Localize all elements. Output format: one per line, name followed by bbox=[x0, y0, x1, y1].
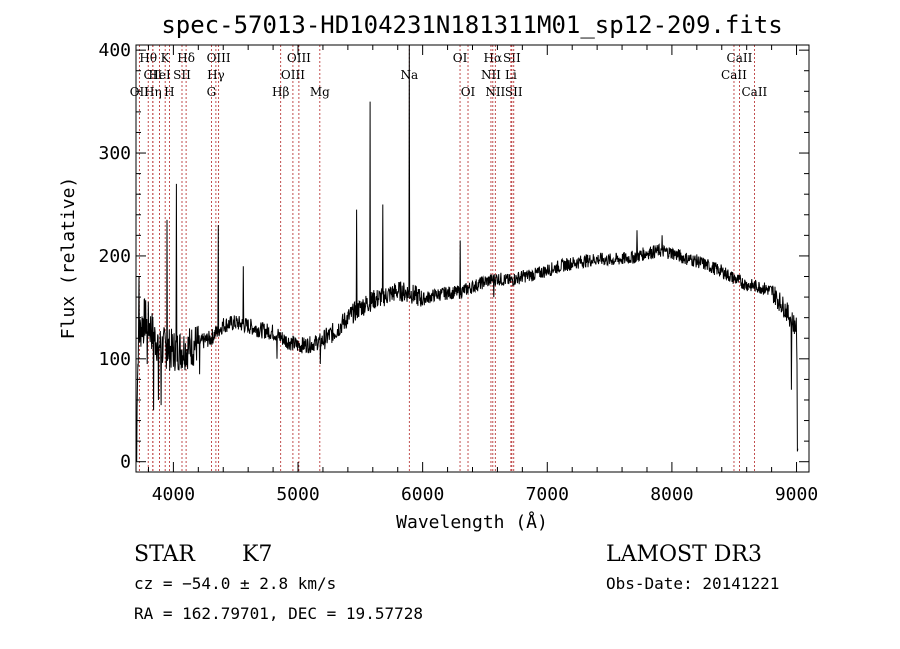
y-tick-label: 300 bbox=[98, 143, 131, 164]
spectrum-plot bbox=[135, 44, 799, 462]
line-marker-label: HeI bbox=[148, 68, 171, 82]
line-marker-label: SII bbox=[505, 85, 523, 99]
y-tick-label: 400 bbox=[98, 40, 131, 61]
x-tick-label: 4000 bbox=[152, 484, 195, 505]
y-axis: 0 100 200 300 400 bbox=[98, 40, 809, 473]
y-tick-label: 0 bbox=[120, 452, 131, 473]
line-marker-label: G bbox=[207, 85, 217, 99]
x-tick-label: 6000 bbox=[401, 484, 444, 505]
x-tick-label: 8000 bbox=[650, 484, 693, 505]
y-tick-label: 100 bbox=[98, 349, 131, 370]
line-marker-label: OIII bbox=[207, 51, 231, 65]
line-marker-label: OIII bbox=[281, 68, 305, 82]
line-marker-label: Hβ bbox=[272, 85, 289, 99]
line-marker-label: Li bbox=[505, 68, 517, 82]
x-tick-label: 5000 bbox=[276, 484, 319, 505]
line-marker-label: Mg bbox=[310, 85, 330, 99]
line-marker-label: CaII bbox=[727, 51, 753, 65]
line-marker-label: CaII bbox=[721, 68, 747, 82]
line-marker-label: Hθ bbox=[139, 51, 157, 65]
line-marker-label: Hα bbox=[484, 51, 503, 65]
line-marker-label: NII bbox=[485, 85, 505, 99]
x-tick-label: 7000 bbox=[526, 484, 569, 505]
y-tick-label: 200 bbox=[98, 246, 131, 267]
line-marker-label: SII bbox=[503, 51, 521, 65]
survey-name: LAMOST DR3 bbox=[606, 542, 762, 567]
x-tick-label: 9000 bbox=[775, 484, 818, 505]
line-marker-label: H bbox=[164, 85, 174, 99]
observation-date: Obs-Date: 20141221 bbox=[606, 574, 779, 593]
line-marker-label: OI bbox=[453, 51, 468, 65]
redshift-readout: cz = −54.0 ± 2.8 km/s bbox=[134, 574, 336, 593]
x-axis: 4000 5000 6000 7000 8000 9000 bbox=[147, 45, 818, 505]
line-marker-label: Hδ bbox=[177, 51, 195, 65]
chart-title: spec-57013-HD104231N181311M01_sp12-209.f… bbox=[161, 11, 782, 39]
line-marker-label: NII bbox=[481, 68, 501, 82]
y-axis-label: Flux (relative) bbox=[58, 177, 79, 340]
line-marker-label: Hγ bbox=[207, 68, 225, 82]
plot-frame bbox=[135, 44, 810, 473]
spectrum-line bbox=[135, 44, 799, 462]
line-marker-label: CaII bbox=[741, 85, 767, 99]
object-class: STAR bbox=[134, 542, 196, 567]
coordinates-readout: RA = 162.79701, DEC = 19.57728 bbox=[134, 604, 423, 623]
x-axis-label: Wavelength (Å) bbox=[396, 511, 548, 533]
line-marker-label: OI bbox=[461, 85, 476, 99]
line-marker-label: SII bbox=[173, 68, 191, 82]
line-marker-label: OIII bbox=[287, 51, 311, 65]
line-marker-label: K bbox=[161, 51, 171, 65]
object-subclass: K7 bbox=[242, 542, 272, 567]
line-marker-label: OII bbox=[130, 85, 150, 99]
line-marker-label: Hη bbox=[144, 85, 162, 99]
